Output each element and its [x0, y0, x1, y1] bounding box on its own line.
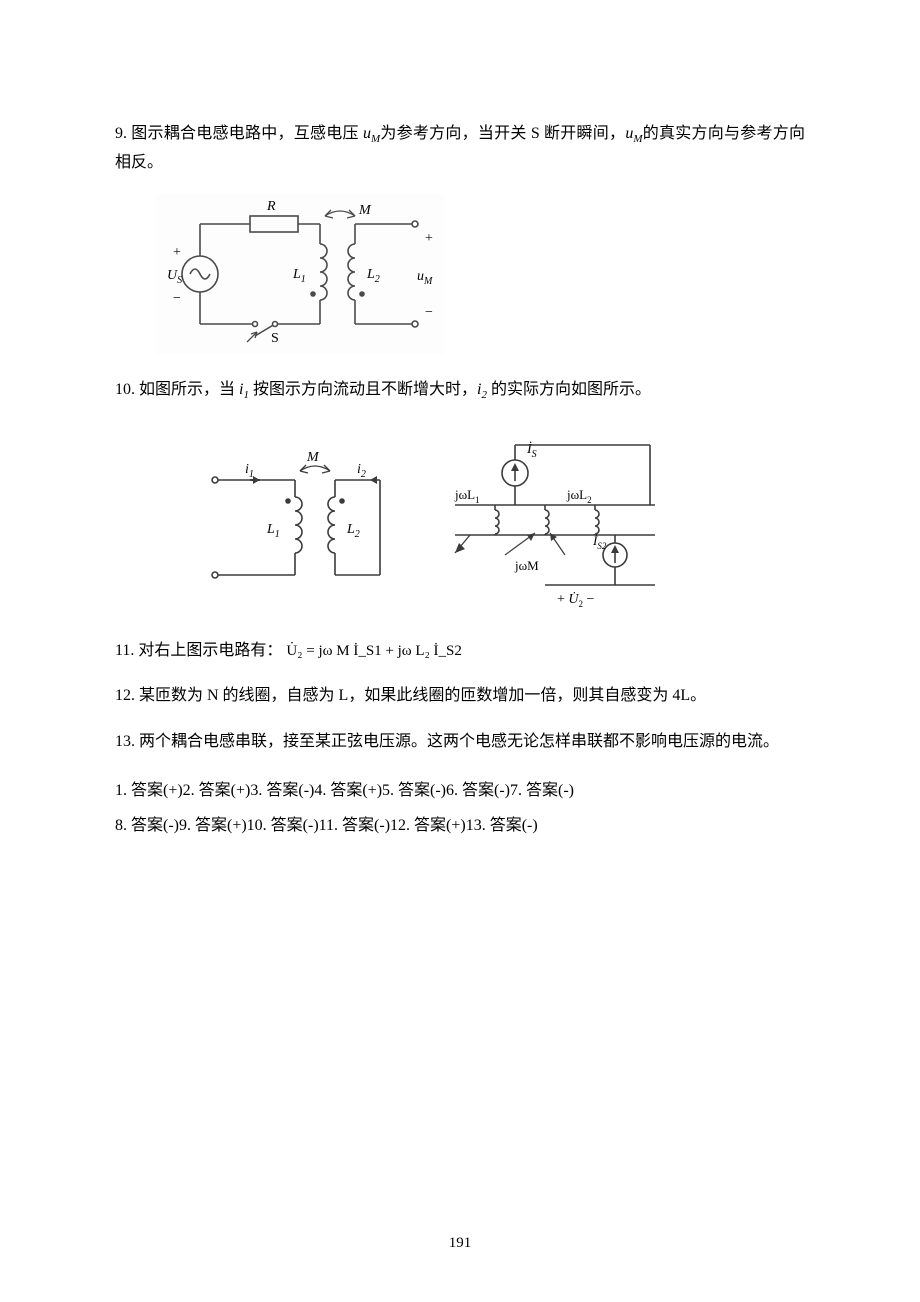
q11-text-a: 11. 对右上图示电路有：	[115, 642, 282, 659]
question-13: 13. 两个耦合电感串联，接至某正弦电压源。这两个电感无论怎样串联都不影响电压源…	[115, 728, 805, 755]
page-number: 191	[0, 1235, 920, 1252]
svg-text:+ U̇2 −: + U̇2 −	[557, 591, 595, 609]
svg-text:S: S	[271, 331, 279, 346]
answers-line-2: 8. 答案(-)9. 答案(+)10. 答案(-)11. 答案(-)12. 答案…	[115, 808, 805, 843]
svg-text:−: −	[425, 305, 433, 320]
svg-text:L2: L2	[346, 522, 360, 540]
svg-text:−: −	[173, 291, 181, 306]
question-12: 12. 某匝数为 N 的线圈，自感为 L，如果此线圈的匝数增加一倍，则其自感变为…	[115, 682, 805, 709]
question-10: 10. 如图所示，当 i1 按图示方向流动且不断增大时，i2 的实际方向如图所示…	[115, 376, 805, 405]
question-11: 11. 对右上图示电路有： U̇₂ = jω M İ_S1 + jω L₂ İ_…	[115, 637, 805, 665]
svg-text:i1: i1	[245, 462, 254, 480]
q9-uM-sub: M	[371, 133, 380, 145]
figure-10: i1 M i2 L1	[195, 425, 805, 615]
q10-text-b: 按图示方向流动且不断增大时，	[249, 381, 477, 398]
svg-text:+: +	[173, 245, 181, 260]
answers-line-1: 1. 答案(+)2. 答案(+)3. 答案(-)4. 答案(+)5. 答案(-)…	[115, 773, 805, 808]
q12-text: 12. 某匝数为 N 的线圈，自感为 L，如果此线圈的匝数增加一倍，则其自感变为…	[115, 687, 706, 704]
q10-text-a: 10. 如图所示，当	[115, 381, 239, 398]
q9-text-b: 为参考方向，当开关 S 断开瞬间，	[380, 125, 625, 142]
svg-text:jωM: jωM	[514, 558, 539, 573]
answers-block: 1. 答案(+)2. 答案(+)3. 答案(-)4. 答案(+)5. 答案(-)…	[115, 773, 805, 843]
svg-text:L1: L1	[266, 522, 280, 540]
svg-text:i2: i2	[357, 462, 366, 480]
figure-9: + − US R M	[155, 194, 805, 354]
figure-10-svg: i1 M i2 L1	[195, 425, 695, 615]
svg-text:R: R	[266, 199, 276, 214]
svg-text:M: M	[306, 450, 320, 465]
q11-formula: U̇₂ = jω M İ_S1 + jω L₂ İ_S2	[286, 643, 461, 659]
svg-text:+: +	[425, 231, 433, 246]
figure-9-svg: + − US R M	[155, 194, 445, 354]
q9-uM: u	[363, 125, 371, 142]
svg-text:jωL2: jωL2	[566, 487, 592, 505]
svg-text:jωL1: jωL1	[454, 487, 480, 505]
q13-text: 13. 两个耦合电感串联，接至某正弦电压源。这两个电感无论怎样串联都不影响电压源…	[115, 733, 779, 750]
svg-text:İS: İS	[526, 441, 537, 460]
q10-text-c: 的实际方向如图所示。	[487, 381, 651, 398]
q9-text-a: 9. 图示耦合电感电路中，互感电压	[115, 125, 363, 142]
question-9: 9. 图示耦合电感电路中，互感电压 uM为参考方向，当开关 S 断开瞬间，uM的…	[115, 120, 805, 176]
document-page: 9. 图示耦合电感电路中，互感电压 uM为参考方向，当开关 S 断开瞬间，uM的…	[0, 0, 920, 1302]
svg-text:M: M	[358, 203, 372, 218]
